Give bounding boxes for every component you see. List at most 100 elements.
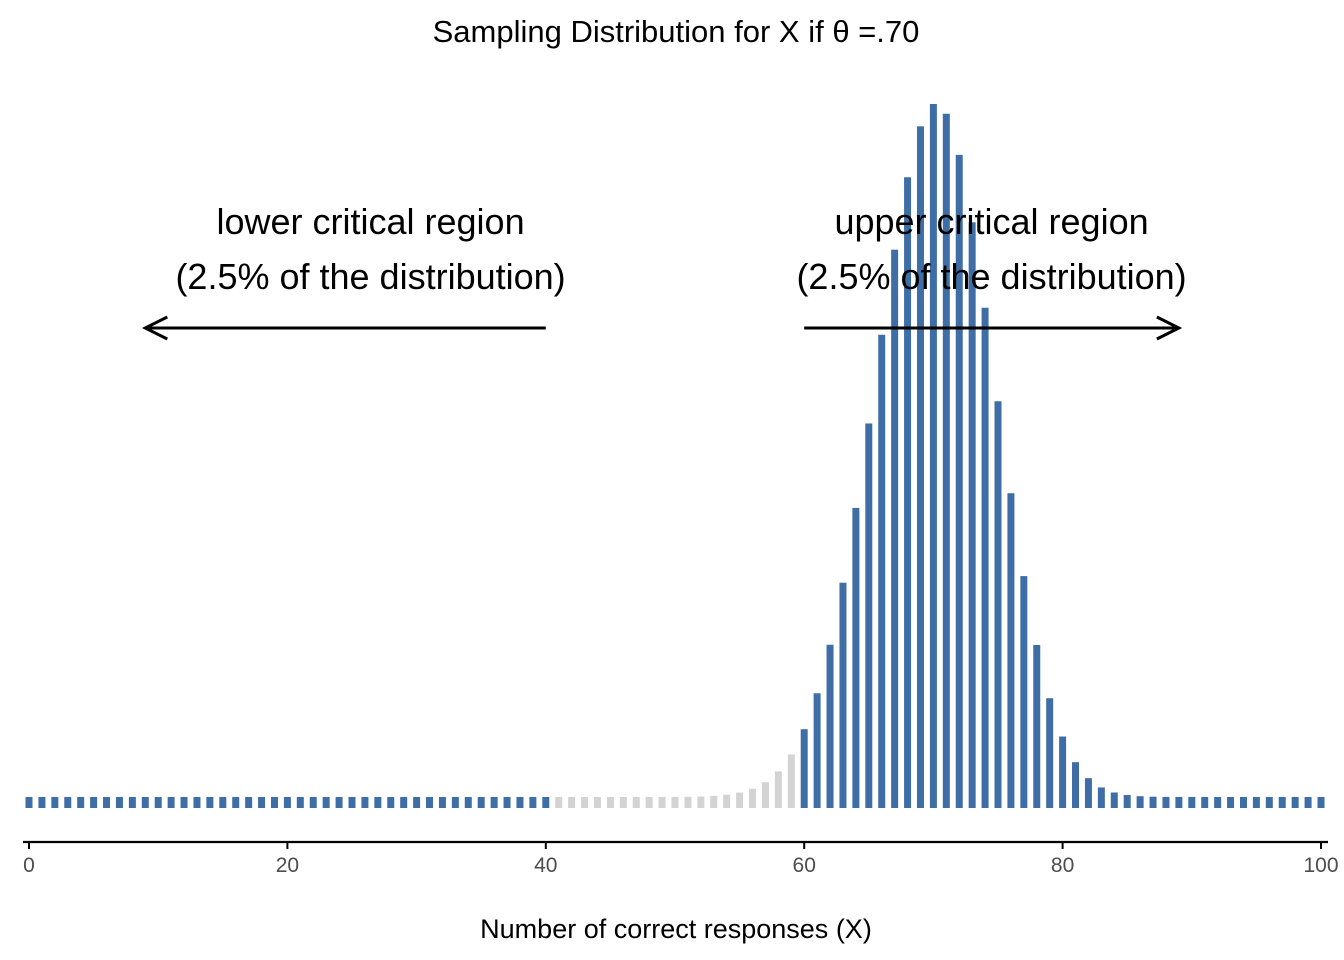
bar-x-83 [1097, 787, 1105, 808]
upper-critical-region-arrow [804, 315, 1183, 341]
bar-x-90 [1188, 796, 1196, 808]
bar-x-7 [115, 797, 123, 808]
bar-x-81 [1072, 762, 1080, 808]
bar-x-24 [335, 797, 343, 808]
bar-x-87 [1149, 796, 1157, 808]
bar-x-65 [865, 423, 873, 808]
bar-x-36 [490, 797, 498, 808]
x-tick-label-100: 100 [1303, 854, 1338, 877]
bar-x-91 [1201, 797, 1209, 808]
bar-x-9 [141, 797, 149, 808]
bar-x-6 [103, 797, 111, 808]
bar-x-20 [283, 797, 291, 808]
bar-x-19 [270, 797, 278, 808]
bar-x-33 [451, 797, 459, 808]
bar-x-95 [1252, 797, 1260, 808]
bar-x-60 [800, 729, 808, 808]
bar-x-62 [826, 644, 834, 808]
bar-x-29 [400, 797, 408, 808]
x-tick-label-80: 80 [1051, 854, 1074, 877]
bar-x-43 [581, 797, 589, 808]
bar-x-63 [839, 582, 847, 808]
bar-x-76 [1007, 493, 1015, 808]
bar-x-23 [322, 797, 330, 808]
x-tick-label-40: 40 [534, 854, 557, 877]
bar-x-35 [477, 797, 485, 808]
bar-x-94 [1239, 797, 1247, 808]
bar-x-100 [1317, 797, 1325, 808]
bar-x-97 [1278, 797, 1286, 808]
x-axis-ticks: 0 20 40 60 80 100 [23, 842, 1339, 877]
bar-x-73 [968, 222, 976, 808]
bar-x-10 [154, 797, 162, 808]
bar-x-4 [77, 797, 85, 808]
bar-x-77 [1020, 576, 1028, 808]
bar-x-92 [1214, 797, 1222, 808]
bar-x-45 [606, 797, 614, 808]
upper-critical-region-label: upper critical region [834, 201, 1148, 242]
bar-x-2 [51, 797, 59, 808]
bar-x-26 [361, 797, 369, 808]
bar-x-61 [813, 693, 821, 808]
bar-x-70 [929, 104, 937, 808]
bar-x-42 [568, 797, 576, 808]
bar-x-88 [1162, 796, 1170, 808]
bar-x-14 [206, 797, 214, 808]
bar-x-16 [232, 797, 240, 808]
bars-layer [25, 104, 1325, 809]
bar-x-15 [219, 797, 227, 808]
bar-x-30 [413, 797, 421, 808]
bar-x-27 [374, 797, 382, 808]
bar-x-48 [645, 796, 653, 808]
bar-x-18 [258, 797, 266, 808]
bar-x-56 [749, 788, 757, 808]
bar-x-89 [1175, 796, 1183, 808]
bar-x-74 [981, 307, 989, 808]
bar-x-17 [245, 797, 253, 808]
bar-x-53 [710, 795, 718, 808]
bar-x-84 [1110, 792, 1118, 808]
bar-x-12 [180, 797, 188, 808]
x-tick-label-0: 0 [23, 854, 35, 877]
chart-title: Sampling Distribution for X if θ =.70 [433, 14, 920, 49]
bar-x-40 [542, 797, 550, 808]
bar-x-47 [632, 796, 640, 808]
bar-x-54 [723, 794, 731, 808]
bar-x-67 [891, 249, 899, 808]
bar-x-1 [38, 797, 46, 808]
bar-x-28 [387, 797, 395, 808]
bar-x-80 [1059, 736, 1067, 808]
bar-x-39 [529, 797, 537, 808]
bar-x-41 [555, 797, 563, 808]
bar-x-57 [761, 782, 769, 808]
bar-x-64 [852, 507, 860, 808]
bar-x-31 [426, 797, 434, 808]
bar-x-72 [955, 154, 963, 808]
bar-x-59 [787, 754, 795, 808]
bar-x-51 [684, 796, 692, 808]
bar-x-8 [128, 797, 136, 808]
bar-x-68 [904, 177, 912, 808]
bar-x-98 [1291, 797, 1299, 808]
bar-x-38 [516, 797, 524, 808]
bar-x-96 [1265, 797, 1273, 808]
bar-x-55 [736, 792, 744, 808]
bar-x-85 [1123, 795, 1131, 808]
arrow-head [1156, 315, 1183, 341]
bar-x-3 [64, 797, 72, 808]
bar-x-52 [697, 796, 705, 808]
lower-critical-region-label: lower critical region [216, 201, 524, 242]
bar-x-22 [309, 797, 317, 808]
bar-x-71 [942, 113, 950, 808]
bar-x-99 [1304, 797, 1312, 808]
arrow-head [141, 315, 168, 341]
bar-x-86 [1136, 796, 1144, 808]
bar-x-34 [464, 797, 472, 808]
x-tick-label-20: 20 [276, 854, 299, 877]
lower-critical-region-percent: (2.5% of the distribution) [175, 256, 565, 297]
bar-x-58 [774, 771, 782, 808]
bar-x-44 [593, 797, 601, 808]
bar-x-46 [619, 797, 627, 808]
bar-x-78 [1033, 645, 1041, 808]
